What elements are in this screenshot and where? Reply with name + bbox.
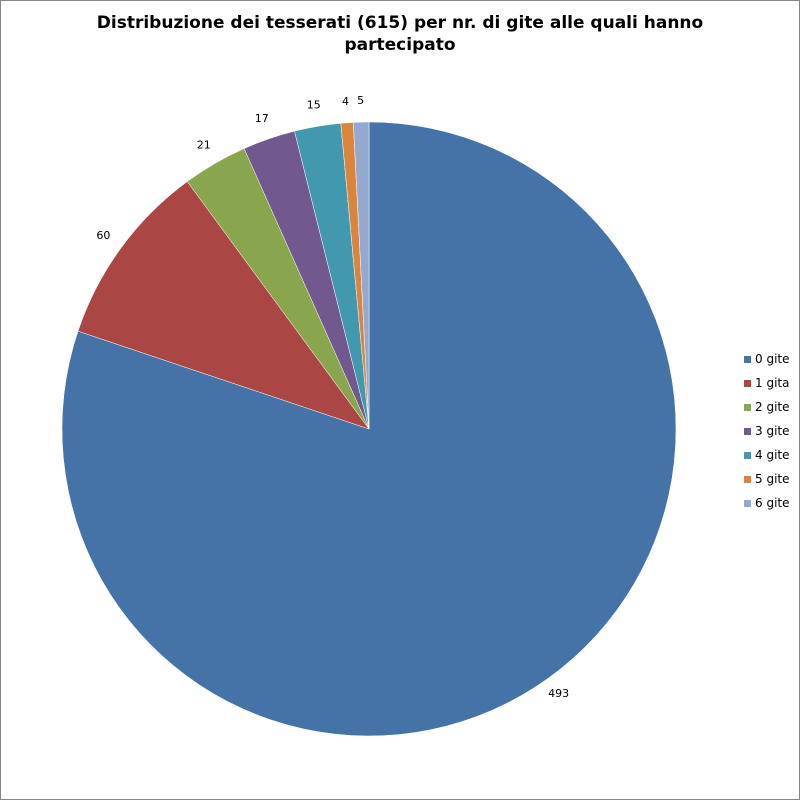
legend-label: 0 gite: [755, 352, 790, 366]
data-label-4-gite: 15: [307, 99, 321, 112]
legend-label: 5 gite: [755, 472, 790, 486]
data-label-5-gite: 4: [342, 95, 349, 108]
legend-label: 3 gite: [755, 424, 790, 438]
data-label-2-gite: 21: [197, 138, 211, 151]
pie-slice-1-gita: [77, 181, 370, 430]
chart-title-line-1: Distribuzione dei tesserati (615) per nr…: [96, 13, 704, 33]
legend-label: 1 gita: [755, 376, 790, 390]
legend-item-0-gite: 0 gite: [744, 347, 790, 371]
data-label-1-gita: 60: [96, 229, 110, 242]
legend-item-3-gite: 3 gite: [744, 419, 790, 443]
legend-label: 4 gite: [755, 448, 790, 462]
data-label-0-gite: 493: [548, 687, 569, 700]
legend-swatch: [744, 355, 751, 363]
chart-title: Distribuzione dei tesserati (615) per nr…: [1, 12, 799, 56]
legend: 0 gite 1 gita 2 gite 3 gite 4 gite 5 gite 6 gi…: [744, 347, 790, 515]
legend-item-5-gite: 5 gite: [744, 467, 790, 491]
legend-label: 6 gite: [755, 496, 790, 510]
legend-swatch: [744, 379, 751, 387]
chart-title-line-2: partecipato: [344, 35, 456, 55]
legend-swatch: [744, 451, 751, 459]
legend-swatch: [744, 499, 751, 507]
legend-item-6-gite: 6 gite: [744, 491, 790, 515]
legend-item-1-gita: 1 gita: [744, 371, 790, 395]
legend-item-4-gite: 4 gite: [744, 443, 790, 467]
legend-swatch: [744, 427, 751, 435]
data-label-6-gite: 5: [357, 94, 364, 107]
legend-label: 2 gite: [755, 400, 790, 414]
legend-swatch: [744, 475, 751, 483]
data-label-3-gite: 17: [255, 112, 269, 125]
legend-swatch: [744, 403, 751, 411]
pie-slice-6-gite: [353, 121, 370, 430]
legend-item-2-gite: 2 gite: [744, 395, 790, 419]
